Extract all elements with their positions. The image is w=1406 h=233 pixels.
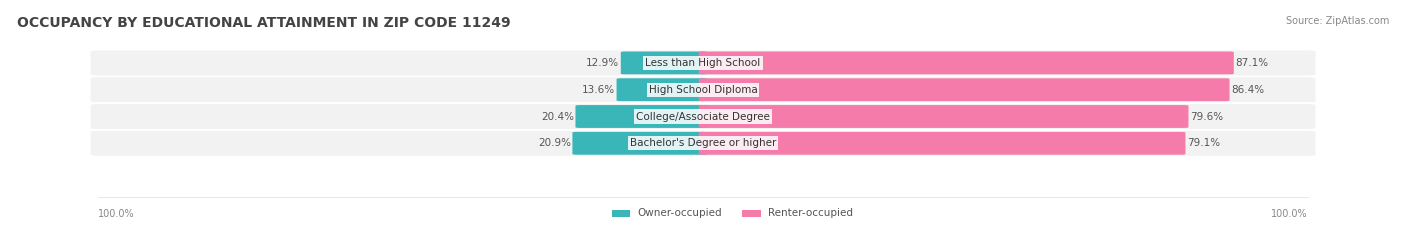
FancyBboxPatch shape [699, 132, 1185, 155]
Text: Owner-occupied: Owner-occupied [637, 209, 721, 218]
FancyBboxPatch shape [90, 103, 1316, 130]
Text: 79.1%: 79.1% [1187, 138, 1220, 148]
Text: College/Associate Degree: College/Associate Degree [636, 112, 770, 121]
FancyBboxPatch shape [699, 78, 1230, 101]
FancyBboxPatch shape [90, 130, 1316, 156]
Text: Less than High School: Less than High School [645, 58, 761, 68]
FancyBboxPatch shape [575, 105, 707, 128]
Text: 12.9%: 12.9% [586, 58, 620, 68]
FancyBboxPatch shape [90, 50, 1316, 76]
Text: 87.1%: 87.1% [1236, 58, 1268, 68]
Text: 20.9%: 20.9% [538, 138, 571, 148]
Text: 86.4%: 86.4% [1232, 85, 1264, 95]
Text: High School Diploma: High School Diploma [648, 85, 758, 95]
FancyBboxPatch shape [699, 51, 1234, 74]
Text: 100.0%: 100.0% [1271, 209, 1308, 219]
Text: 100.0%: 100.0% [98, 209, 135, 219]
Text: 20.4%: 20.4% [541, 112, 574, 121]
FancyBboxPatch shape [90, 77, 1316, 103]
Text: Bachelor's Degree or higher: Bachelor's Degree or higher [630, 138, 776, 148]
Text: OCCUPANCY BY EDUCATIONAL ATTAINMENT IN ZIP CODE 11249: OCCUPANCY BY EDUCATIONAL ATTAINMENT IN Z… [17, 16, 510, 30]
FancyBboxPatch shape [617, 78, 707, 101]
FancyBboxPatch shape [742, 210, 761, 217]
FancyBboxPatch shape [572, 132, 707, 155]
FancyBboxPatch shape [699, 105, 1188, 128]
FancyBboxPatch shape [621, 51, 707, 74]
Text: 79.6%: 79.6% [1189, 112, 1223, 121]
Text: Renter-occupied: Renter-occupied [768, 209, 852, 218]
FancyBboxPatch shape [612, 210, 630, 217]
Text: Source: ZipAtlas.com: Source: ZipAtlas.com [1285, 16, 1389, 26]
Text: 13.6%: 13.6% [582, 85, 616, 95]
